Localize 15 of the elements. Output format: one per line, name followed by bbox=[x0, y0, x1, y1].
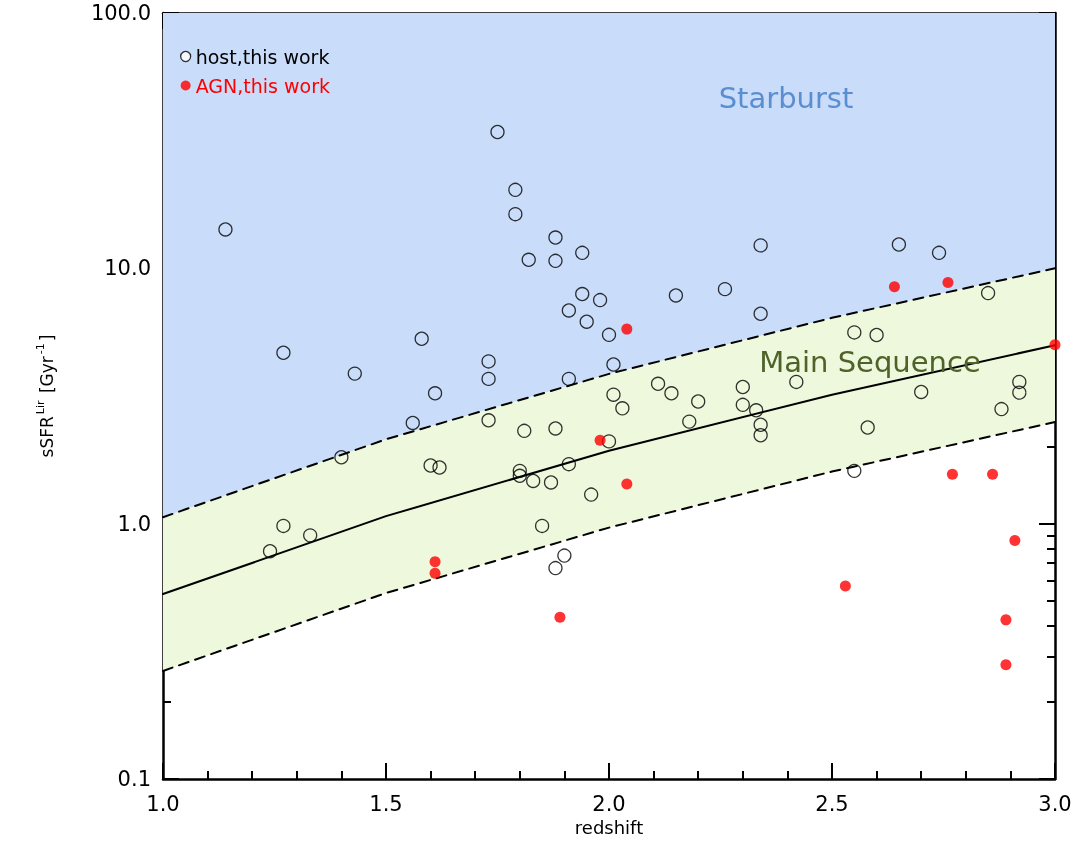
x-axis-title: redshift bbox=[574, 817, 644, 839]
y-tick-label: 10.0 bbox=[104, 256, 151, 281]
y-axis-title: sSFRLir [Gyr-1] bbox=[34, 334, 57, 458]
legend-label: AGN,this work bbox=[195, 74, 330, 97]
annotation: Starburst bbox=[718, 81, 854, 115]
y-tick-label: 0.1 bbox=[117, 767, 151, 791]
x-tick-label: 2.0 bbox=[592, 791, 626, 816]
annotation: Main Sequence bbox=[759, 345, 981, 379]
x-tick-label: 1.5 bbox=[369, 791, 403, 816]
y-tick-label: 1.0 bbox=[117, 511, 151, 536]
x-tick-label: 2.5 bbox=[815, 791, 849, 816]
x-tick-label: 3.0 bbox=[1038, 791, 1072, 816]
legend-label: host,this work bbox=[195, 45, 330, 68]
y-tick-label: 100.0 bbox=[90, 1, 151, 25]
x-tick-label: 1.0 bbox=[146, 791, 180, 816]
